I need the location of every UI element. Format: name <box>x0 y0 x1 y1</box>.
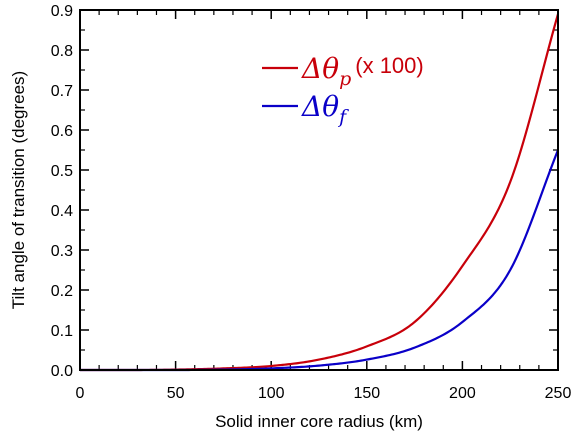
y-tick-label: 0.0 <box>51 363 73 380</box>
y-tick-label: 0.9 <box>51 3 73 20</box>
y-tick-label: 0.7 <box>51 83 73 100</box>
y-tick-label: 0.1 <box>51 323 73 340</box>
y-tick-label: 0.2 <box>51 283 73 300</box>
legend-label: Δθf <box>301 90 349 128</box>
x-tick-label: 100 <box>258 385 285 402</box>
legend-item-p: Δθp(x 100) <box>262 52 424 90</box>
y-tick-label: 0.5 <box>51 163 73 180</box>
legend-symbol: Δθ <box>301 52 339 85</box>
x-tick-label: 0 <box>76 385 85 402</box>
y-axis-label: Tilt angle of transition (degrees) <box>9 71 28 309</box>
legend: Δθp(x 100)Δθf <box>262 52 424 128</box>
x-tick-label: 50 <box>167 385 185 402</box>
legend-subscript: f <box>337 106 349 128</box>
x-axis-label: Solid inner core radius (km) <box>215 412 423 431</box>
x-tick-label: 250 <box>545 385 572 402</box>
plot-frame <box>79 9 559 371</box>
y-tick-label: 0.3 <box>51 243 73 260</box>
y-tick-label: 0.8 <box>51 43 73 60</box>
series-line-f <box>80 149 560 372</box>
x-tick-label: 150 <box>353 385 380 402</box>
y-axis-ticks: 0.0 0.1 0.2 0.3 0.4 0.5 0.6 0.7 0.8 0.9 <box>51 3 558 380</box>
legend-suffix: (x 100) <box>355 53 423 78</box>
x-axis-ticks: 0 50 100 150 200 250 <box>76 10 572 402</box>
x-tick-label: 200 <box>449 385 476 402</box>
y-tick-label: 0.4 <box>51 203 73 220</box>
legend-subscript: p <box>339 68 351 90</box>
legend-symbol: Δθ <box>301 90 339 123</box>
legend-item-f: Δθf <box>262 90 349 128</box>
legend-label: Δθp(x 100) <box>301 52 424 90</box>
y-tick-label: 0.6 <box>51 123 73 140</box>
